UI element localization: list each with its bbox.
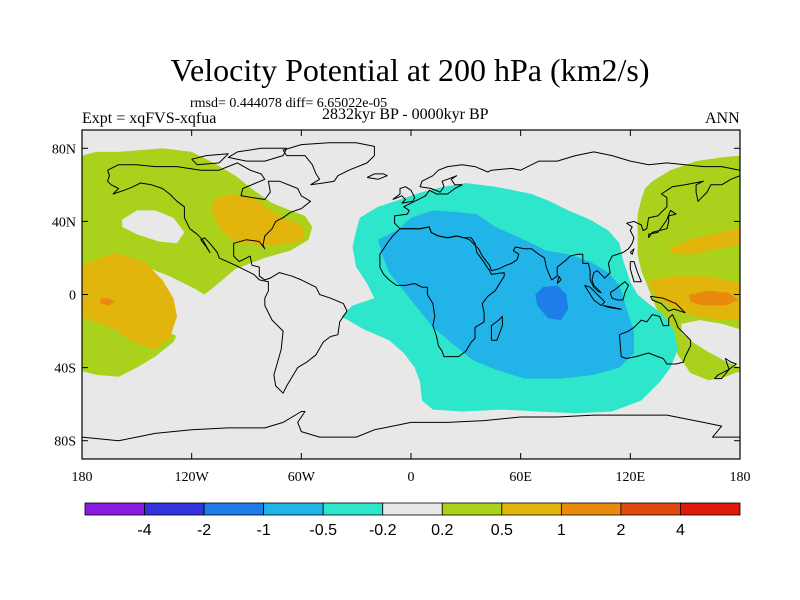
contour-region-westpac-positive-0.5-north [668, 226, 740, 255]
coastline-segment [584, 284, 606, 306]
colorbar-label: 4 [676, 522, 685, 539]
colorbar-swatch [560, 502, 622, 516]
x-tick-label: 0 [408, 470, 415, 485]
coastline-segment [379, 226, 505, 358]
colorbar-swatch [501, 502, 562, 516]
coastline-segment [602, 305, 622, 310]
contour-region-africa-indian-negative-0.5 [378, 210, 634, 379]
coastline-segment [107, 162, 348, 394]
contour-region-indian-negative-1 [535, 285, 569, 321]
colorbar-swatch [382, 502, 443, 516]
x-tick-label: 180 [730, 470, 751, 485]
colorbar-label: -4 [137, 522, 151, 539]
y-tick-label: 80S [54, 435, 76, 450]
contour-region-pacific-hole-west [122, 210, 185, 244]
coastline-segment [714, 358, 737, 380]
coastline-segment [490, 315, 503, 341]
coastline-segment [392, 186, 416, 204]
contour-region-americas-positive-0.5 [211, 194, 305, 246]
colorbar-swatch [144, 502, 205, 516]
colorbar: -4 -2 -1 -0.5 -0.2 0.2 0.5 1 2 4 [84, 502, 741, 539]
coastline-segment [649, 295, 686, 314]
colorbar-swatch [441, 502, 503, 516]
coastline-segment [648, 209, 677, 239]
x-tick-label: 180 [72, 470, 93, 485]
x-tick-label: 120E [616, 470, 646, 485]
stats-label: rmsd= 0.444078 diff= 6.65022e-05 [190, 96, 388, 111]
coastline-segment [227, 147, 288, 162]
coastline-segment [556, 275, 562, 284]
colorbar-swatch [322, 502, 384, 516]
x-tick-label: 60W [288, 470, 316, 485]
y-tick-label: 0 [69, 289, 76, 304]
coastlines [82, 142, 740, 442]
coastline-segment [629, 261, 642, 283]
coastline-segment [366, 173, 388, 180]
contour-region-westpac-positive-1 [688, 290, 739, 306]
colorbar-label: 0.2 [431, 522, 453, 539]
contour-regions [82, 148, 740, 414]
colorbar-label: -0.2 [369, 522, 397, 539]
colorbar-swatch [263, 502, 324, 516]
contour-region-pacific-positive-1 [100, 298, 115, 306]
figure-title: Velocity Potential at 200 hPa (km2/s) [170, 52, 650, 88]
contour-region-pacific-positive-0.5 [82, 252, 177, 350]
colorbar-swatch [203, 502, 265, 516]
coastline-segment [282, 142, 375, 186]
season-label: ANN [705, 110, 740, 127]
colorbar-swatch [84, 502, 145, 516]
coastline-segment [191, 153, 229, 166]
coastline-segment [82, 411, 740, 442]
y-tick-label: 40N [52, 215, 76, 230]
coastline-segment [394, 151, 740, 294]
coastline-segment [629, 248, 635, 255]
y-tick-label: 40S [54, 362, 76, 377]
experiment-label: Expt = xqFVS-xqfua [82, 110, 217, 127]
colorbar-label: -2 [197, 522, 211, 539]
axis-ticks: 180 120W 60W 0 60E 120E 180 80N 40N 0 40S 80S [52, 130, 751, 485]
colorbar-label: -1 [257, 522, 271, 539]
x-tick-label: 60E [509, 470, 532, 485]
coastline-segment [609, 281, 629, 301]
colorbar-swatch [680, 502, 741, 516]
contour-region-westpac-hole [681, 320, 740, 368]
y-tick-label: 80N [52, 142, 76, 157]
colorbar-label: 0.5 [491, 522, 513, 539]
colorbar-label: -0.5 [309, 522, 337, 539]
colorbar-label: 2 [616, 522, 625, 539]
colorbar-swatch [620, 502, 681, 516]
period-label: 2832kyr BP - 0000kyr BP [322, 106, 489, 123]
coastline-segment [618, 314, 692, 365]
colorbar-label: 1 [557, 522, 566, 539]
x-tick-label: 120W [175, 470, 210, 485]
